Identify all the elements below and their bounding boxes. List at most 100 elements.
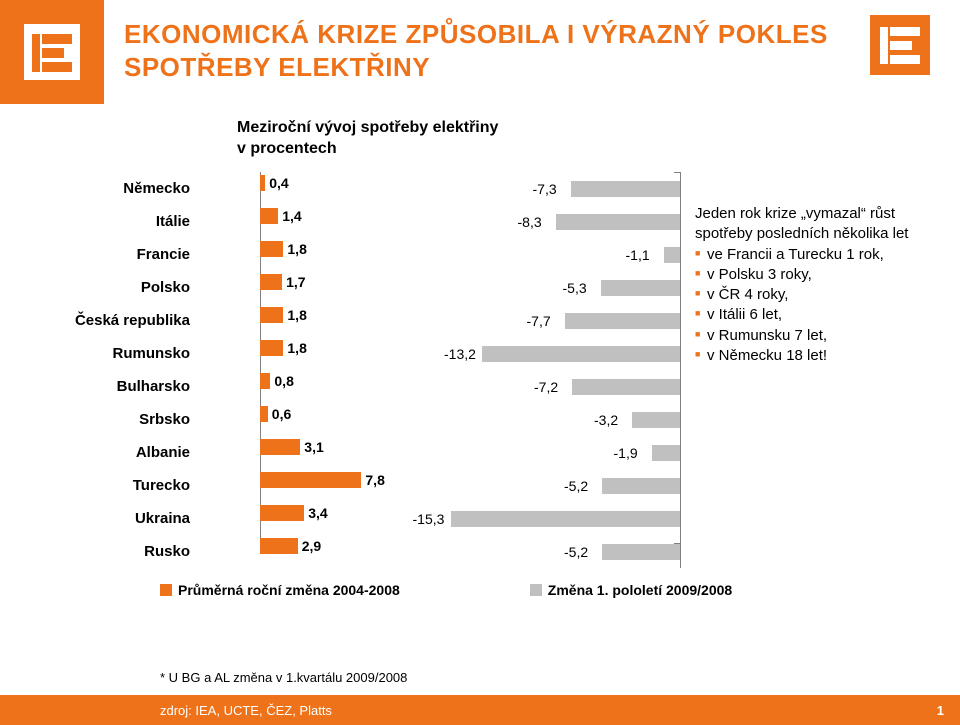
bar-right-group: -7,2	[400, 370, 680, 403]
chart-legend: Průměrná roční změna 2004-2008 Změna 1. …	[160, 582, 732, 598]
bar-left-value: 2,9	[302, 538, 321, 554]
bar-left-value: 0,8	[274, 373, 293, 389]
bar-right	[602, 544, 680, 560]
right-axis-zero-line	[680, 370, 681, 403]
bar-right-value: -5,2	[564, 478, 588, 494]
title-line2: SPOTŘEBY ELEKTŘINY	[124, 52, 430, 82]
row-label: Rusko	[40, 543, 190, 560]
side-commentary: Jeden rok krize „vymazal“ růst spotřeby …	[695, 204, 925, 366]
bar-right-value: -13,2	[444, 346, 476, 362]
row-label: Bulharsko	[40, 378, 190, 395]
bar-right-value: -7,2	[534, 379, 558, 395]
side-bullet-list: ve Francii a Turecku 1 rok,v Polsku 3 ro…	[695, 245, 925, 367]
bar-left	[260, 373, 270, 389]
bar-right-group: -13,2	[400, 337, 680, 370]
chart-row: Srbsko0,6-3,2	[60, 403, 680, 436]
bar-right-group: -1,1	[400, 238, 680, 271]
row-label: Francie	[40, 246, 190, 263]
legend-swatch-grey	[530, 584, 542, 596]
right-axis-zero-line	[680, 502, 681, 535]
bar-right	[571, 181, 681, 197]
bar-right-value: -1,1	[626, 247, 650, 263]
bar-right-group: -3,2	[400, 403, 680, 436]
chart-row: Francie1,8-1,1	[60, 238, 680, 271]
bar-left	[260, 472, 361, 488]
bar-right-group: -5,3	[400, 271, 680, 304]
chart-row: Turecko7,8-5,2	[60, 469, 680, 502]
bar-right	[565, 313, 681, 329]
bar-left-value: 1,4	[282, 208, 301, 224]
footer-source: zdroj: IEA, UCTE, ČEZ, Platts	[0, 703, 332, 718]
right-axis-zero-line	[680, 172, 681, 205]
legend-item-right: Změna 1. pololetí 2009/2008	[530, 582, 732, 598]
side-bullet-item: v Rumunsku 7 let,	[695, 326, 925, 346]
bar-left	[260, 505, 304, 521]
bar-right	[451, 511, 681, 527]
legend-item-left: Průměrná roční změna 2004-2008	[160, 582, 400, 598]
bar-right-value: -5,2	[564, 544, 588, 560]
bar-right	[664, 247, 681, 263]
row-label: Česká republika	[40, 312, 190, 329]
bar-left	[260, 538, 298, 554]
chart-area: Německo0,4-7,3Itálie1,4-8,3Francie1,8-1,…	[60, 172, 680, 577]
chart-row: Rumunsko1,8-13,2	[60, 337, 680, 370]
right-axis-zero-line	[680, 469, 681, 502]
bar-right-group: -5,2	[400, 535, 680, 568]
chart-subtitle: Meziroční vývoj spotřeby elektřiny v pro…	[237, 118, 498, 160]
bar-left-value: 3,4	[308, 505, 327, 521]
bar-left	[260, 175, 265, 191]
side-bullet-item: v ČR 4 roky,	[695, 285, 925, 305]
row-label: Německo	[40, 180, 190, 197]
company-logo-top-right	[870, 15, 930, 75]
bar-left-value: 1,8	[287, 307, 306, 323]
row-label: Srbsko	[40, 411, 190, 428]
bar-right-value: -7,3	[533, 181, 557, 197]
header-orange-block	[0, 0, 104, 104]
footnote: * U BG a AL změna v 1.kvartálu 2009/2008	[160, 670, 407, 685]
subtitle-line1: Meziroční vývoj spotřeby elektřiny	[237, 119, 498, 136]
chart-row: Bulharsko0,8-7,2	[60, 370, 680, 403]
bar-left	[260, 340, 283, 356]
footer-bar: zdroj: IEA, UCTE, ČEZ, Platts 1	[0, 695, 960, 725]
side-lead: Jeden rok krize „vymazal“ růst spotřeby …	[695, 204, 925, 245]
bar-left-value: 1,7	[286, 274, 305, 290]
right-axis-zero-line	[680, 205, 681, 238]
right-axis-zero-line	[680, 238, 681, 271]
subtitle-line2: v procentech	[237, 140, 337, 157]
legend-label-right: Změna 1. pololetí 2009/2008	[548, 582, 732, 598]
company-logo-icon	[24, 24, 80, 80]
right-axis-zero-line	[680, 403, 681, 436]
right-axis-zero-line	[680, 271, 681, 304]
chart-row: Ukraina3,4-15,3	[60, 502, 680, 535]
bar-right-group: -5,2	[400, 469, 680, 502]
bar-left	[260, 208, 278, 224]
chart-row: Česká republika1,8-7,7	[60, 304, 680, 337]
legend-swatch-orange	[160, 584, 172, 596]
bar-right-group: -1,9	[400, 436, 680, 469]
bar-right	[632, 412, 680, 428]
row-label: Itálie	[40, 213, 190, 230]
bar-right-value: -1,9	[614, 445, 638, 461]
side-bullet-item: v Itálii 6 let,	[695, 305, 925, 325]
row-label: Rumunsko	[40, 345, 190, 362]
chart-row: Polsko1,7-5,3	[60, 271, 680, 304]
right-axis-zero-line	[680, 535, 681, 568]
bar-right	[602, 478, 680, 494]
bar-right	[572, 379, 680, 395]
right-axis-zero-line	[680, 436, 681, 469]
bar-right-group: -15,3	[400, 502, 680, 535]
bar-right	[652, 445, 681, 461]
bar-right-value: -3,2	[594, 412, 618, 428]
bar-right	[556, 214, 681, 230]
chart-row: Rusko2,9-5,2	[60, 535, 680, 568]
bar-right-group: -7,7	[400, 304, 680, 337]
legend-label-left: Průměrná roční změna 2004-2008	[178, 582, 400, 598]
title-line1: EKONOMICKÁ KRIZE ZPŮSOBILA I VÝRAZNÝ POK…	[124, 19, 828, 49]
side-bullet-item: v Polsku 3 roky,	[695, 265, 925, 285]
bar-left-value: 7,8	[365, 472, 384, 488]
side-bullet-item: v Německu 18 let!	[695, 346, 925, 366]
row-label: Polsko	[40, 279, 190, 296]
right-axis-zero-line	[680, 337, 681, 370]
footer-page-number: 1	[937, 703, 944, 718]
row-label: Turecko	[40, 477, 190, 494]
